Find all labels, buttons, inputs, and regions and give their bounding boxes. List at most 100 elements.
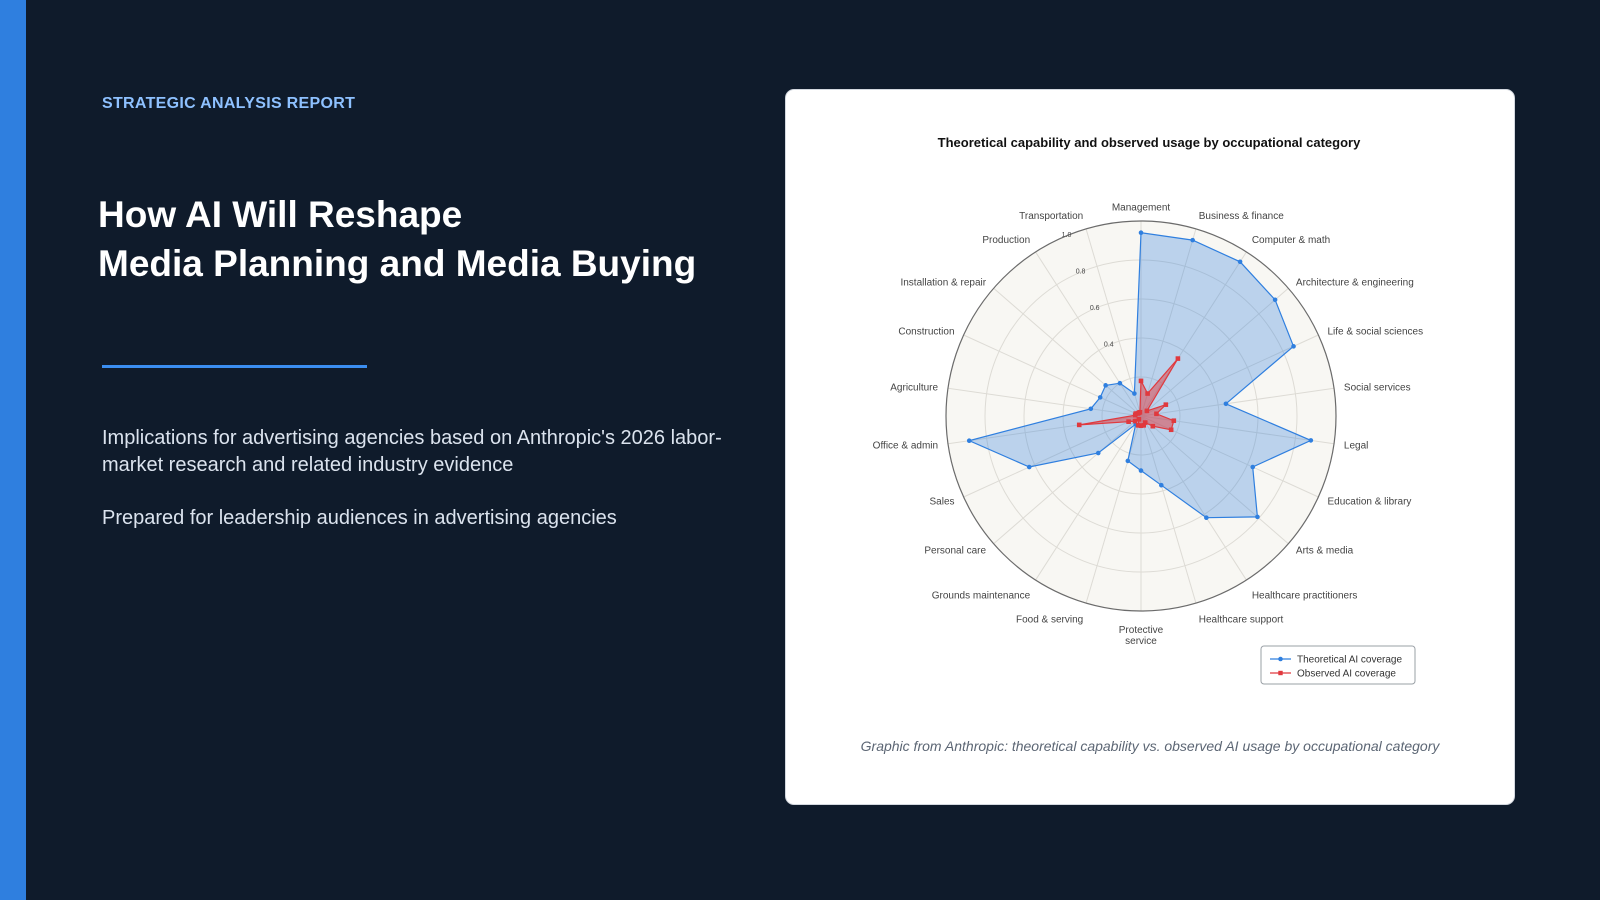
theoretical-point	[1223, 401, 1229, 407]
observed-point	[1126, 419, 1131, 424]
observed-point	[1171, 418, 1177, 424]
category-label: Office & admin	[873, 441, 938, 452]
category-label: Management	[1112, 203, 1171, 214]
observed-point	[1150, 423, 1156, 429]
theoretical-point	[1026, 464, 1032, 470]
grid-spoke	[1140, 415, 1289, 545]
category-label: Grounds maintenance	[932, 590, 1031, 601]
category-label: Life & social sciences	[1327, 326, 1423, 337]
theoretical-point	[1272, 297, 1278, 303]
grid-spoke	[963, 415, 1142, 498]
theoretical-point	[966, 438, 972, 443]
slide-title: How AI Will Reshape Media Planning and M…	[98, 190, 696, 288]
theoretical-point	[1103, 383, 1108, 388]
theoretical-point	[1088, 406, 1094, 412]
radial-tick-label: 0.4	[1104, 341, 1114, 348]
title-line-1: How AI Will Reshape	[98, 194, 463, 235]
theoretical-point	[1125, 458, 1131, 464]
grid-spoke	[1085, 415, 1142, 604]
radar-chart: Theoretical capability and observed usag…	[873, 135, 1423, 685]
category-label: Transportation	[1019, 211, 1083, 222]
observed-point	[1163, 402, 1169, 407]
theoretical-point	[1190, 237, 1195, 243]
grid-spoke	[993, 415, 1142, 545]
observed-point	[1138, 378, 1144, 384]
title-line-2: Media Planning and Media Buying	[98, 243, 697, 284]
chart-legend: Theoretical AI coverage Observed AI cove…	[1260, 645, 1416, 685]
theoretical-point	[1308, 438, 1314, 443]
observed-point	[1133, 411, 1138, 416]
chart-caption: Graphic from Anthropic: theoretical capa…	[860, 738, 1440, 754]
grid-spoke	[1085, 228, 1142, 417]
radial-tick-labels: 0.4 0.6 0.8 1.0	[1062, 232, 1114, 348]
outer-ring	[945, 220, 1337, 612]
theoretical-point	[1117, 380, 1123, 386]
observed-point	[1136, 416, 1142, 422]
category-label: Social services	[1344, 382, 1411, 393]
chart-card: Theoretical capability and observed usag…	[785, 89, 1515, 805]
category-label: Computer & math	[1252, 235, 1330, 246]
legend-observed-label: Observed AI coverage	[1297, 669, 1396, 680]
category-label: Personal care	[924, 546, 986, 557]
grid-spoke	[947, 387, 1142, 417]
category-labels: Management Business & finance Computer & m…	[873, 203, 1423, 648]
theoretical-point	[1250, 464, 1256, 470]
observed-point	[1175, 356, 1181, 361]
observed-point	[1137, 409, 1143, 415]
legend-box	[1260, 645, 1416, 685]
category-label: Installation & repair	[900, 277, 986, 288]
grid-spoke	[1140, 287, 1289, 417]
observed-point	[1132, 418, 1138, 424]
theoretical-point	[1255, 514, 1260, 520]
observed-point	[1135, 423, 1141, 428]
category-label: Healthcare practitioners	[1252, 590, 1358, 601]
category-label: Arts & media	[1296, 546, 1354, 557]
category-label: Food & serving	[1016, 615, 1083, 626]
theoretical-point	[1204, 515, 1209, 521]
theoretical-point	[1095, 450, 1101, 456]
category-label: Education & library	[1327, 497, 1411, 508]
theoretical-point	[1138, 468, 1144, 473]
category-label: Construction	[898, 326, 954, 337]
slide-description: Implications for advertising agencies ba…	[102, 427, 722, 476]
theoretical-point	[1159, 482, 1164, 488]
grid-spoke	[1035, 251, 1142, 417]
category-label: Production	[982, 235, 1030, 246]
grid-spoke	[1140, 228, 1197, 417]
grid-spoke	[1035, 415, 1142, 581]
radial-tick-label: 0.8	[1076, 269, 1086, 276]
radial-tick-label: 0.6	[1090, 305, 1100, 312]
observed-point	[1141, 423, 1147, 428]
title-divider	[102, 365, 367, 368]
audience-note: Prepared for leadership audiences in adv…	[102, 507, 617, 529]
legend-theoretical-marker	[1278, 656, 1283, 662]
category-label: Sales	[930, 497, 955, 508]
legend-theoretical-label: Theoretical AI coverage	[1297, 655, 1402, 666]
grid-spoke	[1140, 387, 1335, 417]
left-accent-bar	[0, 0, 26, 900]
category-label: Architecture & engineering	[1296, 277, 1414, 288]
radial-tick-label: 1.0	[1062, 232, 1072, 239]
observed-point	[1145, 391, 1150, 396]
report-label: STRATEGIC ANALYSIS REPORT	[102, 95, 356, 112]
observed-point	[1138, 423, 1144, 429]
theoretical-point	[1097, 395, 1103, 400]
observed-point	[1144, 408, 1150, 414]
grid-spoke	[963, 334, 1142, 417]
legend-observed-marker	[1278, 670, 1283, 676]
category-label: Business & finance	[1199, 211, 1284, 222]
theoretical-point	[1291, 344, 1296, 349]
category-label: Legal	[1344, 441, 1368, 452]
grid-spoke	[993, 287, 1142, 417]
category-label: Healthcare support	[1199, 615, 1284, 626]
observed-point	[1154, 411, 1159, 417]
grid-spoke	[1140, 415, 1247, 581]
theoretical-point	[1138, 230, 1144, 235]
theoretical-point	[1237, 259, 1243, 265]
category-label: Agriculture	[890, 382, 938, 393]
theoretical-point	[1132, 391, 1137, 396]
category-label: Protective service	[1119, 625, 1164, 647]
observed-point	[1168, 427, 1174, 433]
observed-point	[1076, 422, 1082, 428]
observed-point	[1142, 420, 1148, 425]
